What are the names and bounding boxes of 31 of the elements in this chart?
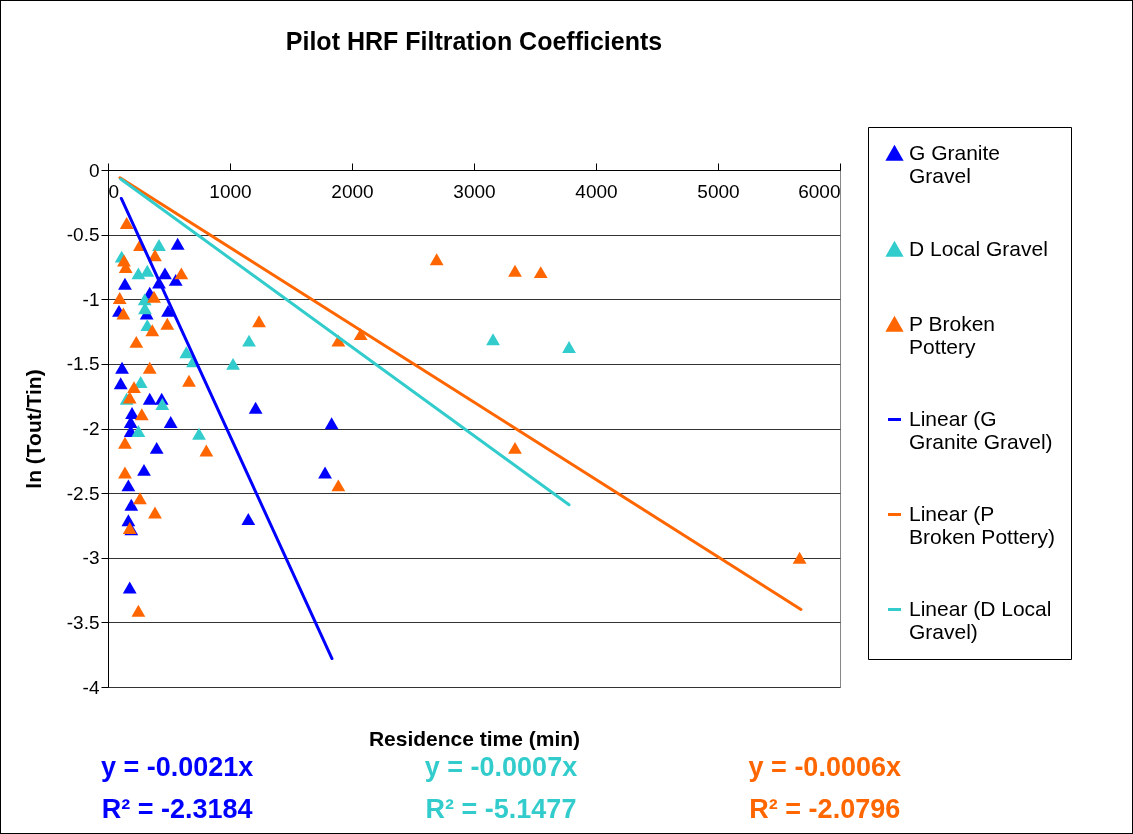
x-tick-label: 5000 [697,180,740,202]
legend-label: G Granite Gravel [909,140,1001,187]
x-tick-label: 0 [108,180,120,202]
text: y = -0.0021x [101,751,254,784]
legend-label: P Broken Pottery [909,311,995,358]
text: y = -0.0007x [424,752,578,782]
y-tick-label: -1 [82,288,100,310]
text: R² = -5.1477 [424,793,578,826]
x-axis-title: Residence time (min) [368,726,581,750]
text: y = -0.0006x [748,751,901,784]
y-tick-label: 0 [88,159,100,181]
x-tick-label: 2000 [331,180,374,202]
chart-title: Pilot HRF Filtration Coefficients [285,26,663,55]
y-tick-label: -0.5 [66,224,100,246]
x-tick-label: 3000 [453,180,496,202]
text: R² = -2.3184 [101,793,254,826]
y-axis-title: ln (Tout/Tin) [21,369,45,489]
y-tick-label: -3.5 [66,611,100,633]
legend-label: Linear (G Granite Gravel) [909,406,1053,453]
y-tick-label: -2 [82,418,100,439]
y-tick-label: -3 [82,547,100,569]
legend-label: Linear (D Local Gravel) [909,596,1052,643]
legend-label: Linear (P Broken Pottery) [909,501,1055,548]
x-tick-label: 6000 [798,180,841,202]
y-tick-label: -4 [82,676,100,698]
x-tick-label: 1000 [209,180,252,202]
y-tick-label: -2.5 [66,482,100,504]
y-tick-label: -1.5 [66,353,100,375]
legend-label: D Local Gravel [909,236,1048,260]
text: R² = -2.0796 [748,793,901,826]
x-tick-label: 4000 [575,180,618,202]
